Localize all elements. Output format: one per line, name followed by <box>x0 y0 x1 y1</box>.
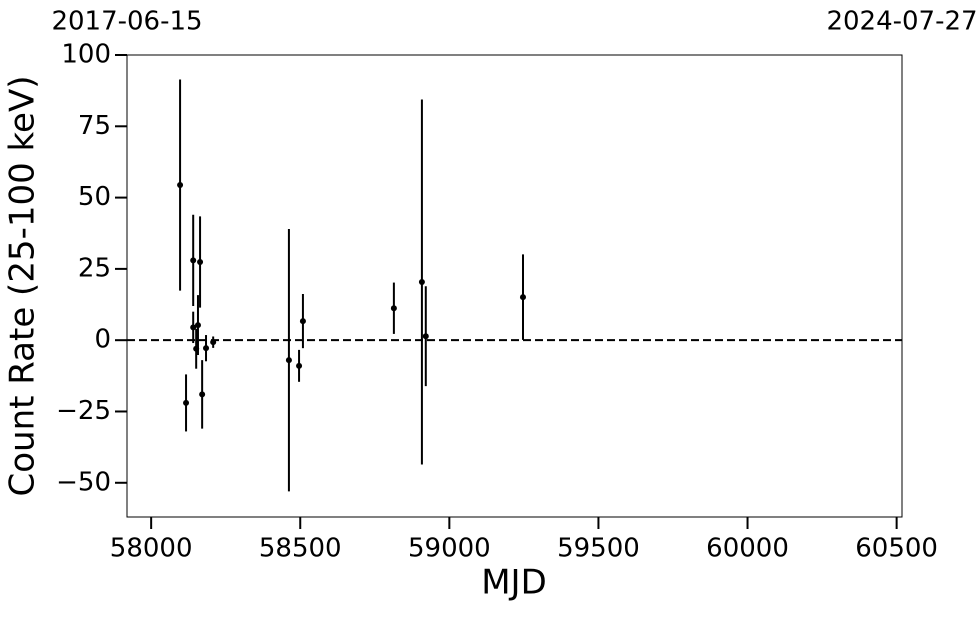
data-point <box>190 324 197 331</box>
data-point <box>177 182 184 189</box>
top-x-tick-label: 2017-06-15 <box>51 7 202 37</box>
y-tick-label: 75 <box>78 111 111 141</box>
plot-frame <box>126 54 903 518</box>
data-point <box>210 339 217 346</box>
data-point <box>194 322 201 329</box>
data-point <box>390 305 397 312</box>
x-tick-label: 60000 <box>706 534 789 564</box>
x-axis-label: MJD <box>481 563 547 603</box>
data-point <box>183 399 190 406</box>
x-tick-label: 60500 <box>855 534 938 564</box>
data-point <box>519 294 526 301</box>
data-point <box>422 333 429 340</box>
y-tick-label: −50 <box>56 467 111 497</box>
y-tick-label: 50 <box>78 182 111 212</box>
x-tick-label: 58000 <box>110 534 193 564</box>
y-tick-label: −25 <box>56 396 111 426</box>
data-point <box>203 345 210 352</box>
y-tick-label: 25 <box>78 253 111 283</box>
y-tick-label: 100 <box>61 40 111 70</box>
x-tick-label: 59000 <box>408 534 491 564</box>
data-point <box>299 318 306 325</box>
data-point <box>285 357 292 364</box>
x-tick-label: 58500 <box>259 534 342 564</box>
top-x-tick-label: 2024-07-27 <box>826 7 977 37</box>
data-point <box>418 279 425 286</box>
data-point <box>197 259 204 266</box>
y-axis-label: Count Rate (25-100 keV) <box>3 76 43 497</box>
data-point <box>296 362 303 369</box>
x-tick-label: 59500 <box>557 534 640 564</box>
data-point <box>199 391 206 398</box>
y-tick-label: 0 <box>94 325 111 355</box>
data-point <box>190 257 197 264</box>
